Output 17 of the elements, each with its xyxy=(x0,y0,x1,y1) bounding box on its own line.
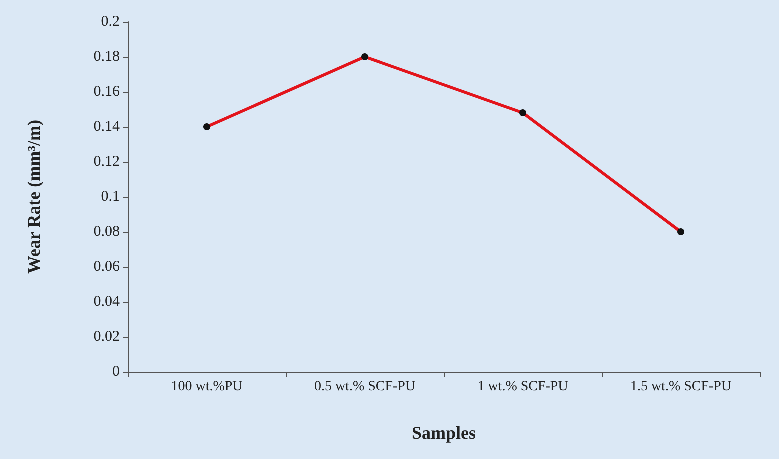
y-tick-label: 0 xyxy=(112,364,120,380)
x-tick-label: 0.5 wt.% SCF-PU xyxy=(314,380,416,394)
y-tick-label: 0.16 xyxy=(94,84,120,100)
y-tick-label: 0.08 xyxy=(94,224,120,240)
x-tick-label: 1.5 wt.% SCF-PU xyxy=(630,380,732,394)
y-tick-label: 0.2 xyxy=(101,14,120,30)
y-tick-label: 0.04 xyxy=(94,294,120,310)
y-tick-label: 0.02 xyxy=(94,329,120,345)
x-tick-label: 100 wt.%PU xyxy=(171,380,243,394)
y-tick-label: 0.12 xyxy=(94,154,120,170)
y-tick-label: 0.14 xyxy=(94,119,120,135)
y-tick-label: 0.1 xyxy=(101,189,120,205)
x-axis-title: Samples xyxy=(412,423,476,443)
y-tick-label: 0.06 xyxy=(94,259,120,275)
y-tick-label: 0.18 xyxy=(94,49,120,65)
x-tick-label: 1 wt.% SCF-PU xyxy=(478,380,568,394)
y-axis-title: Wear Rate (mm³/m) xyxy=(24,120,44,274)
